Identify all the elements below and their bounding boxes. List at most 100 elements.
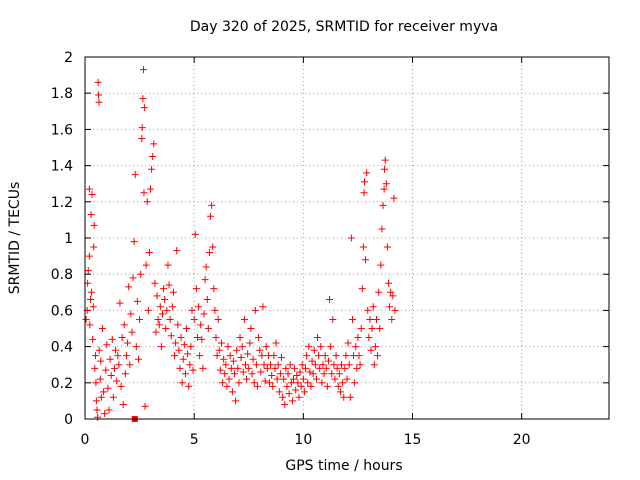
- data-point: [94, 413, 102, 421]
- data-point: [391, 306, 399, 314]
- x-tick-label: 0: [81, 432, 90, 448]
- data-point: [359, 243, 367, 251]
- data-point: [344, 339, 352, 347]
- data-point: [364, 306, 372, 314]
- data-point: [113, 377, 121, 385]
- data-point: [384, 279, 392, 287]
- data-point: [164, 261, 172, 269]
- data-point: [129, 274, 137, 282]
- data-point: [382, 180, 390, 188]
- data-point: [109, 393, 117, 401]
- data-point: [205, 248, 213, 256]
- data-point: [298, 361, 306, 369]
- data-point: [321, 352, 329, 360]
- data-point: [276, 370, 284, 378]
- data-point: [368, 325, 376, 332]
- data-point: [240, 315, 248, 323]
- data-point: [288, 397, 296, 405]
- axis-tick-labels: 00.20.40.60.811.21.41.61.820 5 10 15 20: [51, 50, 531, 448]
- data-point: [106, 355, 114, 363]
- data-point: [152, 328, 160, 336]
- data-point: [374, 352, 382, 360]
- data-point: [159, 310, 167, 318]
- data-point: [157, 343, 165, 351]
- data-point: [169, 288, 177, 296]
- data-point: [273, 375, 281, 383]
- data-point: [245, 364, 253, 372]
- data-point: [178, 379, 186, 387]
- data-point: [357, 325, 365, 332]
- data-point: [97, 393, 105, 401]
- data-point: [275, 388, 283, 396]
- data-point: [124, 339, 132, 347]
- data-point: [300, 388, 308, 396]
- x-tick-label: 20: [513, 432, 531, 448]
- data-point: [163, 306, 171, 314]
- data-point: [302, 364, 310, 372]
- data-point: [207, 212, 215, 220]
- data-point: [179, 355, 187, 363]
- data-point: [334, 382, 342, 390]
- data-point: [127, 310, 135, 318]
- data-point: [327, 343, 335, 351]
- data-point: [176, 364, 184, 372]
- data-point: [220, 355, 228, 363]
- data-point: [348, 315, 356, 323]
- data-point: [215, 346, 223, 354]
- data-point: [330, 361, 338, 369]
- data-point: [102, 366, 110, 374]
- data-point: [92, 397, 100, 405]
- data-point: [292, 386, 300, 394]
- data-point: [86, 321, 94, 329]
- data-point: [134, 355, 142, 363]
- data-point: [370, 361, 378, 369]
- data-point: [107, 372, 115, 380]
- data-point: [375, 288, 383, 296]
- data-point: [140, 104, 148, 112]
- data-point: [136, 315, 144, 323]
- data-point: [380, 185, 388, 193]
- data-point: [272, 339, 280, 347]
- data-point: [251, 306, 259, 314]
- data-point: [367, 346, 375, 354]
- data-point: [305, 343, 313, 351]
- data-point: [324, 357, 332, 365]
- data-point: [341, 364, 349, 372]
- data-point: [95, 98, 103, 106]
- data-point: [213, 352, 221, 360]
- data-point: [89, 335, 97, 343]
- data-point: [229, 357, 237, 365]
- data-point: [202, 263, 210, 271]
- data-point: [222, 361, 230, 369]
- data-point: [356, 361, 364, 369]
- x-tick-label: 15: [404, 432, 422, 448]
- data-point: [97, 357, 105, 365]
- data-point: [227, 364, 235, 372]
- data-point: [279, 393, 287, 401]
- y-tick-label: 0.6: [51, 303, 73, 319]
- data-point: [360, 178, 368, 186]
- data-point: [110, 364, 118, 372]
- data-point: [95, 91, 103, 99]
- y-tick-label: 1: [64, 231, 73, 247]
- data-point: [328, 370, 336, 378]
- data-point: [93, 406, 101, 414]
- data-point: [165, 281, 173, 289]
- data-point: [353, 364, 361, 372]
- data-point: [137, 270, 145, 278]
- data-point: [261, 377, 269, 385]
- data-point: [211, 306, 219, 314]
- data-point: [226, 352, 234, 360]
- data-point: [284, 370, 292, 378]
- data-point: [181, 370, 189, 378]
- data-point: [224, 343, 232, 351]
- data-point: [101, 410, 109, 418]
- data-point: [282, 364, 290, 372]
- y-axis-label: SRMTID / TECUs: [7, 182, 23, 295]
- data-point: [214, 315, 222, 323]
- data-point: [161, 296, 169, 304]
- data-point: [310, 346, 318, 354]
- data-point: [256, 346, 264, 354]
- data-point: [104, 384, 112, 392]
- data-point: [122, 352, 130, 360]
